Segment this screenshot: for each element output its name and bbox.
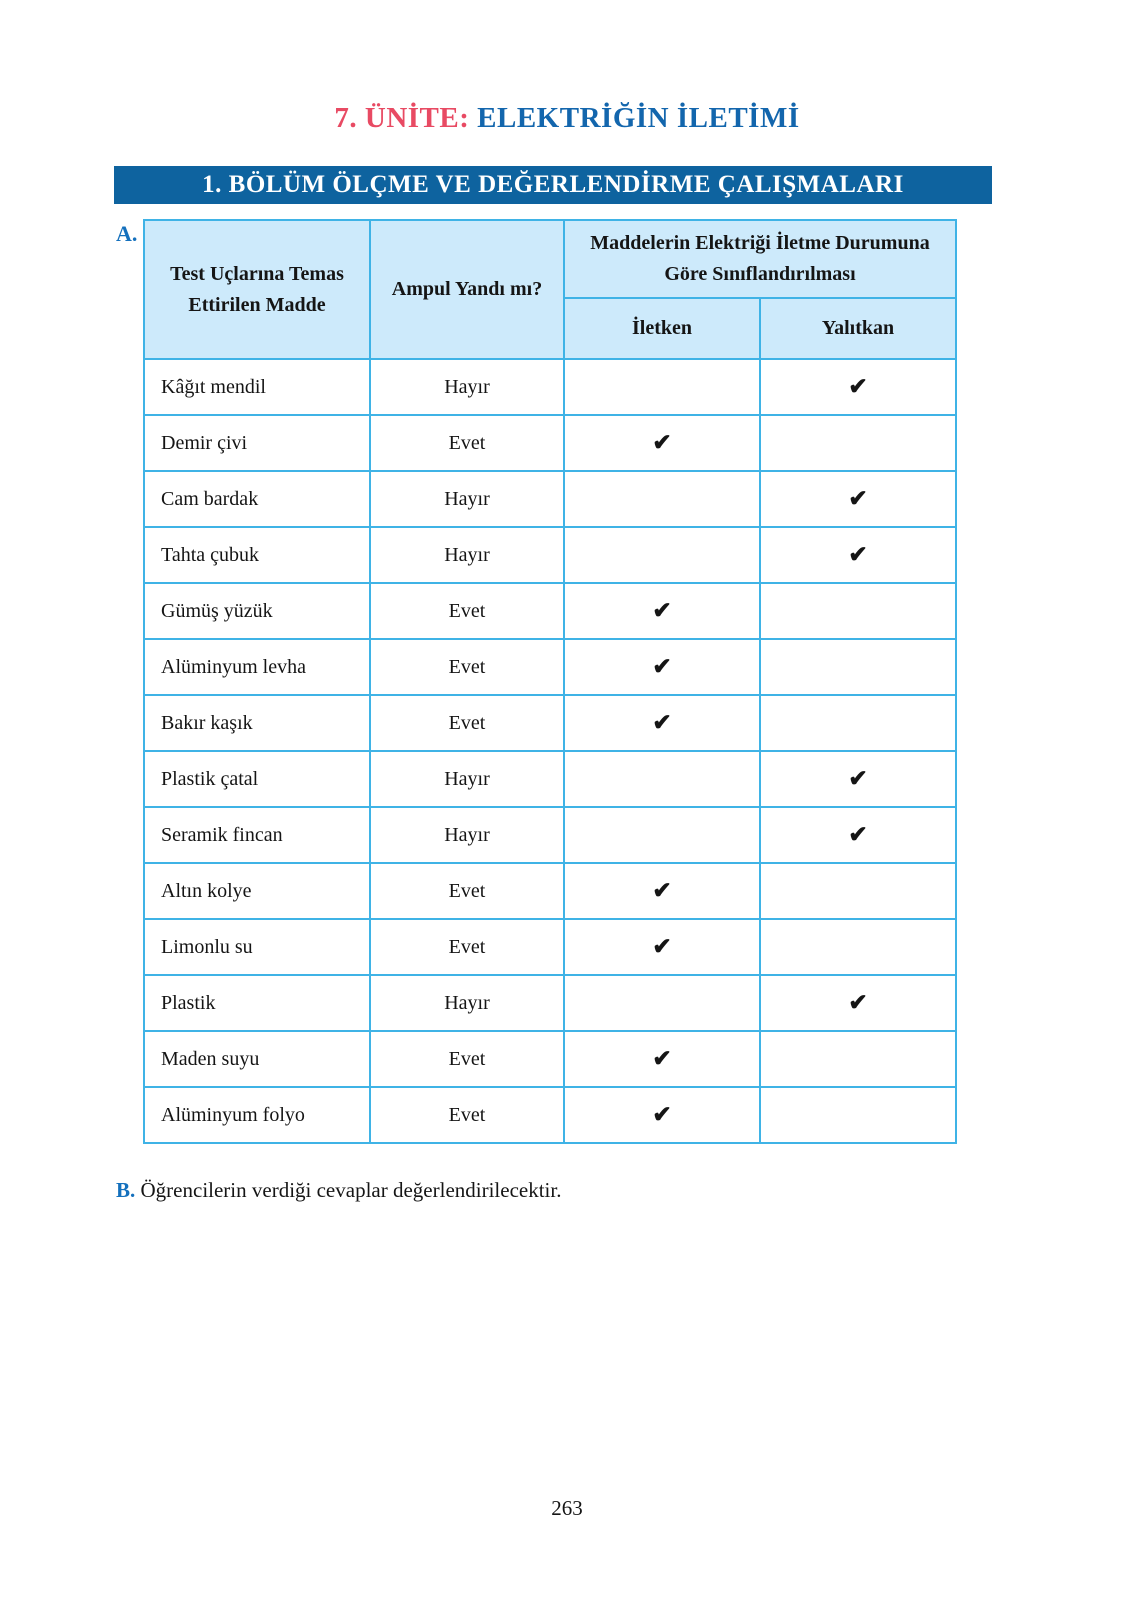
insulator-check-cell: ✔ [759,526,957,584]
insulator-check-cell [759,638,957,696]
bulb-lit-cell: Hayır [369,358,565,416]
bulb-lit-cell: Hayır [369,526,565,584]
table-header: Test Uçlarına Temas Ettirilen Madde Ampu… [143,219,957,360]
conductor-check-cell: ✔ [563,414,761,472]
insulator-check-cell: ✔ [759,750,957,808]
unit-title-label: ELEKTRİĞİN İLETİMİ [477,102,800,134]
insulator-check-cell [759,1030,957,1088]
bulb-lit-cell: Evet [369,918,565,976]
material-cell: Gümüş yüzük [143,582,371,640]
unit-number-label: 7. ÜNİTE: [334,102,470,134]
material-cell: Alüminyum folyo [143,1086,371,1144]
material-cell: Tahta çubuk [143,526,371,584]
bulb-lit-cell: Evet [369,582,565,640]
bulb-lit-cell: Evet [369,638,565,696]
table-row: Kâğıt mendil Hayır ✔ [143,358,957,416]
insulator-check-cell [759,582,957,640]
bulb-lit-cell: Hayır [369,750,565,808]
header-classification-group: Maddelerin Elektriği İletme Durumuna Gör… [563,219,957,299]
conductor-check-cell [563,470,761,528]
conductor-check-cell: ✔ [563,694,761,752]
insulator-check-cell [759,694,957,752]
bulb-lit-cell: Hayır [369,974,565,1032]
table-row: Alüminyum folyo Evet ✔ [143,1086,957,1144]
table-row: Seramik fincan Hayır ✔ [143,806,957,864]
conductor-check-cell: ✔ [563,582,761,640]
material-cell: Alüminyum levha [143,638,371,696]
bulb-lit-cell: Hayır [369,806,565,864]
material-cell: Cam bardak [143,470,371,528]
table-row: Alüminyum levha Evet ✔ [143,638,957,696]
conductor-check-cell: ✔ [563,1030,761,1088]
header-bulb-column: Ampul Yandı mı? [369,219,565,360]
section-banner: 1. BÖLÜM ÖLÇME VE DEĞERLENDİRME ÇALIŞMAL… [114,166,992,204]
conductor-check-cell: ✔ [563,918,761,976]
table-row: Maden suyu Evet ✔ [143,1030,957,1088]
material-cell: Bakır kaşık [143,694,371,752]
material-cell: Demir çivi [143,414,371,472]
section-banner-text: 1. BÖLÜM ÖLÇME VE DEĞERLENDİRME ÇALIŞMAL… [202,171,904,198]
item-b-label: B. [116,1178,136,1202]
conductor-check-cell: ✔ [563,1086,761,1144]
material-cell: Kâğıt mendil [143,358,371,416]
table-row: Plastik çatal Hayır ✔ [143,750,957,808]
item-a-label: A. [116,221,138,246]
insulator-check-cell: ✔ [759,358,957,416]
table-row: Altın kolye Evet ✔ [143,862,957,920]
table-row: Gümüş yüzük Evet ✔ [143,582,957,640]
bulb-lit-cell: Hayır [369,470,565,528]
table-row: Cam bardak Hayır ✔ [143,470,957,528]
material-cell: Plastik çatal [143,750,371,808]
table-row: Bakır kaşık Evet ✔ [143,694,957,752]
item-b: B. Öğrencilerin verdiği cevaplar değerle… [116,1178,561,1203]
insulator-check-cell [759,1086,957,1144]
material-cell: Maden suyu [143,1030,371,1088]
header-insulator-column: Yalıtkan [759,297,957,360]
conductor-check-cell [563,750,761,808]
conductor-check-cell: ✔ [563,638,761,696]
conductor-check-cell [563,974,761,1032]
bulb-lit-cell: Evet [369,1030,565,1088]
material-cell: Altın kolye [143,862,371,920]
bulb-lit-cell: Evet [369,414,565,472]
material-cell: Seramik fincan [143,806,371,864]
item-b-text: Öğrencilerin verdiği cevaplar değerlendi… [140,1178,562,1202]
page-title: 7. ÜNİTE: ELEKTRİĞİN İLETİMİ [0,102,1134,135]
insulator-check-cell [759,862,957,920]
insulator-check-cell: ✔ [759,974,957,1032]
table-row: Tahta çubuk Hayır ✔ [143,526,957,584]
table-row: Plastik Hayır ✔ [143,974,957,1032]
conductor-check-cell [563,526,761,584]
insulator-check-cell [759,918,957,976]
bulb-lit-cell: Evet [369,862,565,920]
insulator-check-cell: ✔ [759,470,957,528]
conductor-check-cell [563,806,761,864]
page-number: 263 [551,1496,583,1520]
bulb-lit-cell: Evet [369,1086,565,1144]
insulator-check-cell [759,414,957,472]
conductor-check-cell: ✔ [563,862,761,920]
header-conductor-column: İletken [563,297,761,360]
insulator-check-cell: ✔ [759,806,957,864]
header-material-column: Test Uçlarına Temas Ettirilen Madde [143,219,371,360]
table-row: Limonlu su Evet ✔ [143,918,957,976]
table-body: Kâğıt mendil Hayır ✔ Demir çivi Evet ✔ Cam bar… [143,358,957,1144]
material-cell: Limonlu su [143,918,371,976]
bulb-lit-cell: Evet [369,694,565,752]
table-row: Demir çivi Evet ✔ [143,414,957,472]
conductor-check-cell [563,358,761,416]
material-cell: Plastik [143,974,371,1032]
conductivity-results-table: Test Uçlarına Temas Ettirilen Madde Ampu… [143,219,957,1144]
